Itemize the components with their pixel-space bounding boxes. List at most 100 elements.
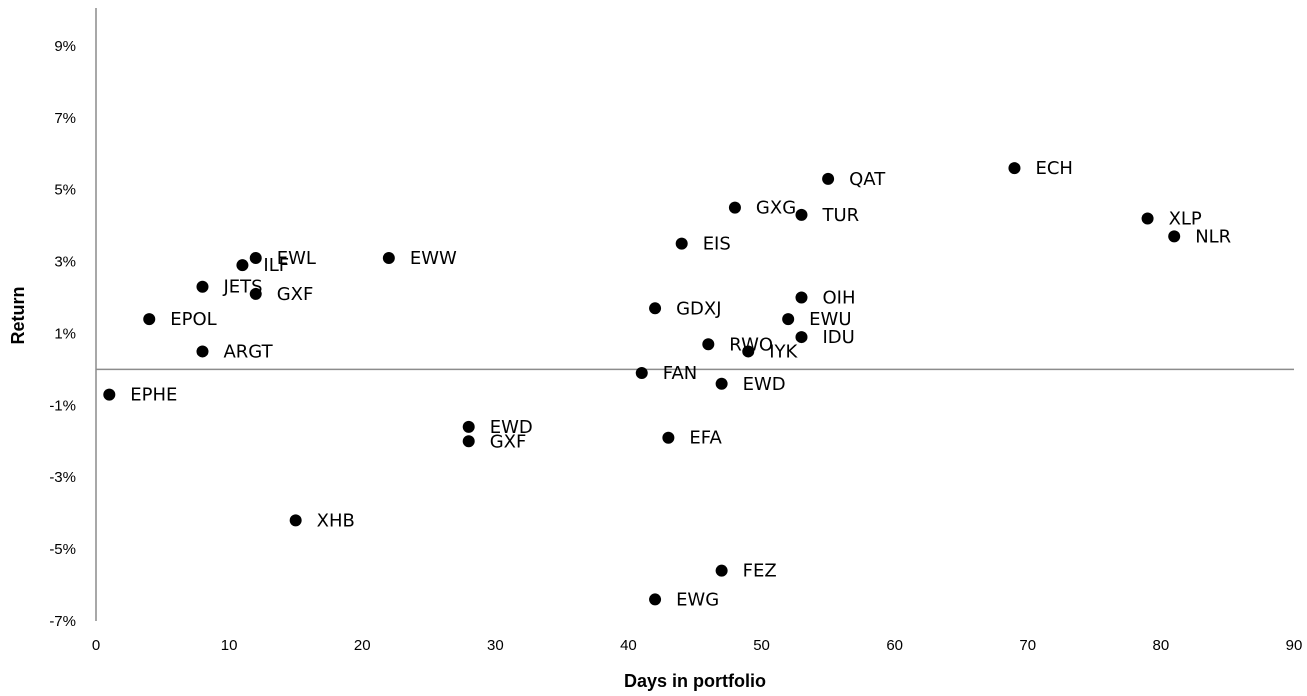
data-point: IYK <box>742 341 799 362</box>
point-marker <box>728 201 741 214</box>
point-label: EIS <box>703 234 731 255</box>
point-marker <box>143 313 156 326</box>
point-marker <box>662 431 675 444</box>
point-marker <box>462 420 475 433</box>
point-marker <box>822 172 835 185</box>
point-marker <box>702 338 715 351</box>
data-point: EWD <box>715 374 786 395</box>
point-label: IYK <box>769 341 798 362</box>
point-label: FAN <box>663 363 697 384</box>
point-label: EWW <box>410 248 457 269</box>
data-point: NLR <box>1168 226 1231 247</box>
data-point: EFA <box>662 428 722 449</box>
point-label: NLR <box>1195 226 1231 247</box>
point-marker <box>382 251 395 264</box>
x-tick-label: 90 <box>1286 637 1303 654</box>
data-point: EWG <box>649 589 719 610</box>
data-point: QAT <box>822 169 886 190</box>
data-point: EPOL <box>143 309 217 330</box>
point-marker <box>249 251 262 264</box>
point-marker <box>1141 212 1154 225</box>
data-point: EIS <box>675 234 731 255</box>
data-point: FAN <box>635 363 697 384</box>
data-point: GXF <box>249 284 314 305</box>
point-marker <box>196 280 209 293</box>
point-label: EWG <box>676 589 719 610</box>
x-tick-label: 50 <box>753 637 770 654</box>
point-marker <box>635 367 648 380</box>
data-point: TUR <box>795 205 859 226</box>
point-label: XHB <box>317 510 355 531</box>
y-tick-label: 5% <box>54 182 76 199</box>
y-axis-title: Return <box>8 287 28 345</box>
data-point: GDXJ <box>649 298 722 319</box>
data-point: EWW <box>382 248 457 269</box>
point-label: IDU <box>822 327 854 348</box>
data-point: XHB <box>289 510 355 531</box>
data-point: ILF <box>236 255 289 276</box>
y-tick-labels: -7% -5% -3% -1% 1% 3% 5% 7% 9% <box>49 38 76 630</box>
data-point: OIH <box>795 288 856 309</box>
point-label: ILF <box>263 255 289 276</box>
point-label: GXF <box>490 431 527 452</box>
point-marker <box>795 208 808 221</box>
x-axis: 0 10 20 30 40 50 60 70 80 90 Days in portfolio <box>92 368 1303 691</box>
point-label: GDXJ <box>676 298 721 319</box>
point-label: EWD <box>743 374 786 395</box>
y-tick-label: -3% <box>49 469 76 486</box>
x-tick-labels: 0 10 20 30 40 50 60 70 80 90 <box>92 637 1303 654</box>
data-point: GXF <box>462 431 527 452</box>
point-label: ARGT <box>223 341 273 362</box>
data-point: EWU <box>782 309 852 330</box>
point-marker <box>196 345 209 358</box>
y-tick-label: 3% <box>54 254 76 271</box>
point-marker <box>289 514 302 527</box>
point-marker <box>249 287 262 300</box>
point-label: EWD <box>490 417 533 438</box>
point-marker <box>462 435 475 448</box>
point-label: OIH <box>822 288 855 309</box>
point-marker <box>103 388 116 401</box>
y-tick-label: 7% <box>54 110 76 127</box>
data-point: FEZ <box>715 561 777 582</box>
point-label: EPOL <box>170 309 216 330</box>
point-label: GXF <box>277 284 314 305</box>
y-axis: -7% -5% -3% -1% 1% 3% 5% 7% 9% Return <box>8 8 97 630</box>
point-marker <box>236 259 249 272</box>
x-tick-label: 30 <box>487 637 504 654</box>
y-tick-label: 1% <box>54 325 76 342</box>
point-label: EWL <box>277 248 316 269</box>
data-point: XLP <box>1141 208 1202 229</box>
point-marker <box>649 593 662 606</box>
point-label: TUR <box>821 205 859 226</box>
x-tick-label: 80 <box>1153 637 1170 654</box>
data-point: GXG <box>728 198 796 219</box>
x-tick-label: 0 <box>92 637 100 654</box>
point-marker <box>742 345 755 358</box>
point-marker <box>715 564 728 577</box>
x-tick-label: 60 <box>886 637 903 654</box>
point-label: EWU <box>809 309 851 330</box>
y-tick-label: -1% <box>49 397 76 414</box>
point-label: RWO <box>729 334 773 355</box>
data-point: EWL <box>249 248 316 269</box>
point-marker <box>795 291 808 304</box>
x-axis-title: Days in portfolio <box>624 671 766 691</box>
y-tick-label: 9% <box>54 38 76 55</box>
y-tick-label: -7% <box>49 613 76 630</box>
point-label: GXG <box>756 198 796 219</box>
point-marker <box>1008 162 1021 175</box>
point-label: ECH <box>1035 158 1072 179</box>
point-marker <box>782 313 795 326</box>
point-label: FEZ <box>743 561 777 582</box>
point-marker <box>1168 230 1181 243</box>
data-point: ECH <box>1008 158 1073 179</box>
data-point: EPHE <box>103 385 177 406</box>
data-point: ARGT <box>196 341 274 362</box>
x-tick-label: 20 <box>354 637 371 654</box>
point-label: EFA <box>689 428 722 449</box>
data-point: IDU <box>795 327 855 348</box>
point-marker <box>715 377 728 390</box>
